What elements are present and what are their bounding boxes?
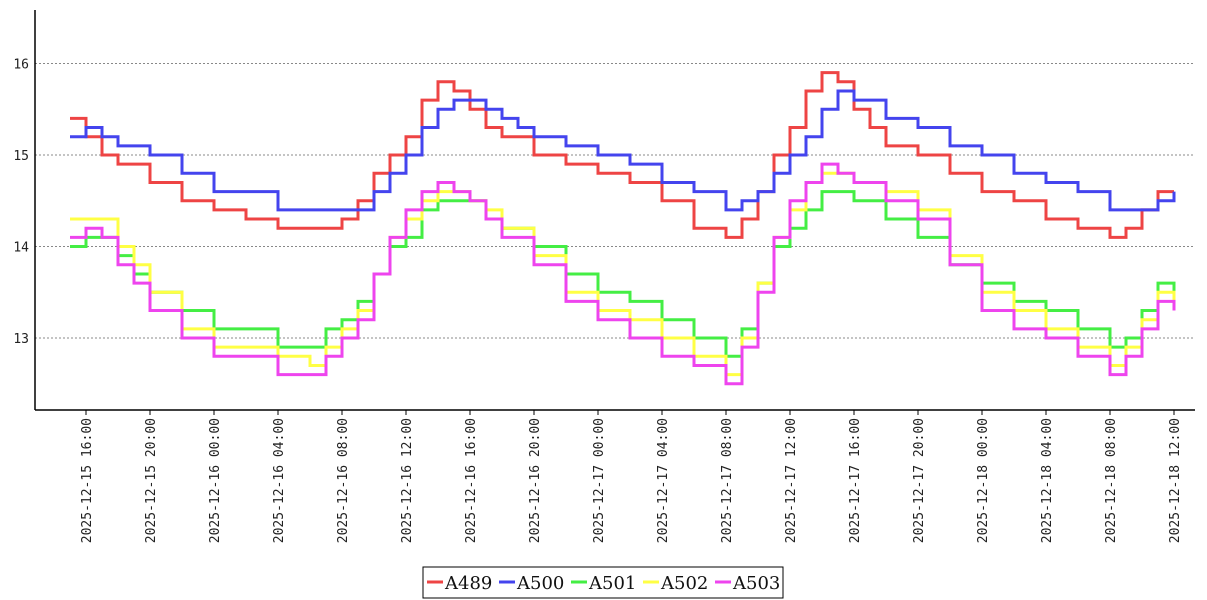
x-tick-labels: 2025-12-15 16:00 2025-12-15 20:00 2025-12-… (80, 410, 1183, 543)
legend-label: A501 (588, 573, 636, 594)
x-tick-label: 2025-12-17 04:00 (656, 418, 671, 543)
x-tick-label: 2025-12-16 16:00 (464, 418, 479, 543)
legend-label: A500 (516, 573, 564, 594)
y-tick-label: 16 (13, 58, 29, 73)
x-tick-label: 2025-12-18 04:00 (1040, 418, 1055, 543)
x-tick-label: 2025-12-16 20:00 (528, 418, 543, 543)
x-tick-label: 2025-12-16 12:00 (400, 418, 415, 543)
x-tick-label: 2025-12-15 16:00 (80, 418, 95, 543)
x-tick-label: 2025-12-18 08:00 (1104, 418, 1119, 543)
y-tick-label: 15 (13, 149, 29, 164)
legend-label: A489 (444, 573, 492, 594)
y-tick-label: 13 (13, 332, 29, 347)
series-lines (70, 71, 1176, 386)
x-tick-label: 2025-12-16 00:00 (208, 418, 223, 543)
x-tick-label: 2025-12-16 04:00 (272, 418, 287, 543)
axes (34, 10, 1195, 411)
x-tick-label: 2025-12-18 00:00 (976, 418, 991, 543)
y-tick-label: 14 (13, 241, 29, 256)
x-tick-label: 2025-12-17 12:00 (784, 418, 799, 543)
x-tick-label: 2025-12-17 08:00 (720, 418, 735, 543)
x-tick-label: 2025-12-16 08:00 (336, 418, 351, 543)
series-line-A503 (70, 162, 1176, 386)
x-tick-label: 2025-12-18 12:00 (1168, 418, 1183, 543)
series-line-A501 (70, 190, 1176, 358)
y-tick-labels: 13 14 15 16 (13, 58, 29, 348)
x-tick-label: 2025-12-17 00:00 (592, 418, 607, 543)
series-line-A500 (70, 89, 1176, 212)
x-tick-label: 2025-12-17 20:00 (912, 418, 927, 543)
legend: A489 A500 A501 A502 A503 (422, 566, 784, 599)
series-line-A489 (70, 71, 1174, 239)
series-line-A502 (70, 171, 1176, 377)
x-tick-label: 2025-12-15 20:00 (144, 418, 159, 543)
legend-label: A503 (732, 573, 780, 594)
x-tick-label: 2025-12-17 16:00 (848, 418, 863, 543)
legend-label: A502 (660, 573, 708, 594)
